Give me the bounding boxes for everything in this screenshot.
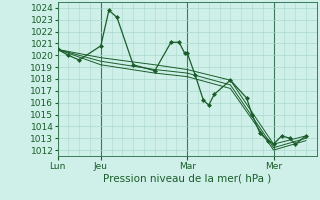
X-axis label: Pression niveau de la mer( hPa ): Pression niveau de la mer( hPa ) [103,173,271,183]
